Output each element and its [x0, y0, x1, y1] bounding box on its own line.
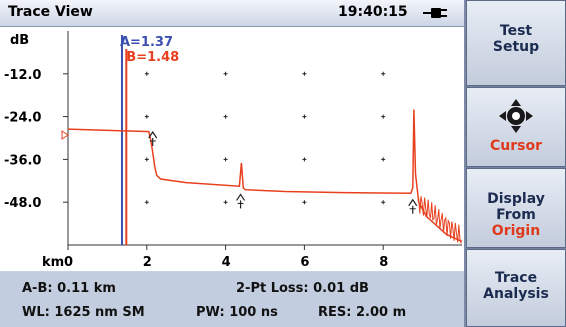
- x-tick-label: 8: [379, 255, 388, 270]
- trace-view-panel: Trace View 19:40:15 dB -12.0 -24.0 -36.0 -4…: [0, 0, 464, 327]
- grid-mark: [381, 200, 386, 205]
- grid-mark: [381, 114, 386, 119]
- wavelength: WL: 1625 nm SM: [22, 305, 145, 320]
- cursor-b-label: B=1.48: [126, 50, 179, 65]
- x-tick-label: 4: [222, 255, 231, 270]
- cursor-button[interactable]: Cursor: [466, 87, 566, 167]
- ab-distance: A-B: 0.11 km: [22, 281, 116, 296]
- x-tick-label: 6: [300, 255, 309, 270]
- two-pt-loss: 2-Pt Loss: 0.01 dB: [236, 281, 369, 296]
- display-from-value: Origin: [491, 223, 541, 239]
- y-tick-label: -24.0: [4, 111, 41, 126]
- status-bar: A-B: 0.11 km 2-Pt Loss: 0.01 dB WL: 1625…: [0, 272, 464, 327]
- cursor-label: Cursor: [489, 138, 542, 154]
- x-axis-label: km: [42, 255, 64, 270]
- grid-mark: [302, 200, 307, 205]
- title-bar: Trace View 19:40:15: [0, 0, 464, 27]
- event-marker-icon: [408, 198, 418, 214]
- display-from-line1: Display From: [487, 191, 545, 223]
- grid-mark: [223, 157, 228, 162]
- grid-mark: [144, 71, 149, 76]
- x-tick-label: 0: [64, 255, 73, 270]
- y-tick-label: -12.0: [4, 68, 41, 83]
- grid-mark: [302, 114, 307, 119]
- grid-mark: [302, 71, 307, 76]
- grid-mark: [144, 157, 149, 162]
- grid-mark: [381, 157, 386, 162]
- trace-analysis-button[interactable]: Trace Analysis: [466, 249, 566, 327]
- y-tick-label: -48.0: [4, 196, 41, 211]
- side-menu: Test Setup Cursor Display From Origin Tr…: [466, 0, 566, 327]
- y-axis-label: dB: [10, 33, 29, 48]
- grid-mark: [144, 200, 149, 205]
- test-setup-line1: Test: [499, 23, 533, 39]
- pulse-width: PW: 100 ns: [196, 305, 278, 320]
- grid-mark: [381, 71, 386, 76]
- clock: 19:40:15: [338, 4, 408, 20]
- event-marker-icon: [148, 130, 158, 146]
- trace-series-line: [67, 109, 463, 243]
- y-tick-label: -36.0: [4, 153, 41, 168]
- resolution: RES: 2.00 m: [318, 305, 407, 320]
- test-setup-line2: Setup: [492, 39, 540, 55]
- trace-analysis-line2: Analysis: [483, 286, 549, 302]
- grid-mark: [144, 114, 149, 119]
- event-marker-icon: [236, 193, 246, 209]
- plug-icon: [423, 8, 447, 18]
- four-way-arrows-icon: [499, 99, 533, 133]
- cursor-a-label: A=1.37: [120, 35, 173, 50]
- grid-mark: [223, 71, 228, 76]
- window-title: Trace View: [8, 4, 93, 20]
- launch-marker-icon: [61, 130, 69, 140]
- grid-mark: [302, 157, 307, 162]
- test-setup-button[interactable]: Test Setup: [466, 0, 566, 86]
- grid-mark: [223, 114, 228, 119]
- grid-mark: [223, 200, 228, 205]
- trace-noise-line: [418, 196, 462, 244]
- x-tick-label: 2: [143, 255, 152, 270]
- trace-analysis-line1: Trace: [494, 270, 538, 286]
- display-from-button[interactable]: Display From Origin: [466, 168, 566, 248]
